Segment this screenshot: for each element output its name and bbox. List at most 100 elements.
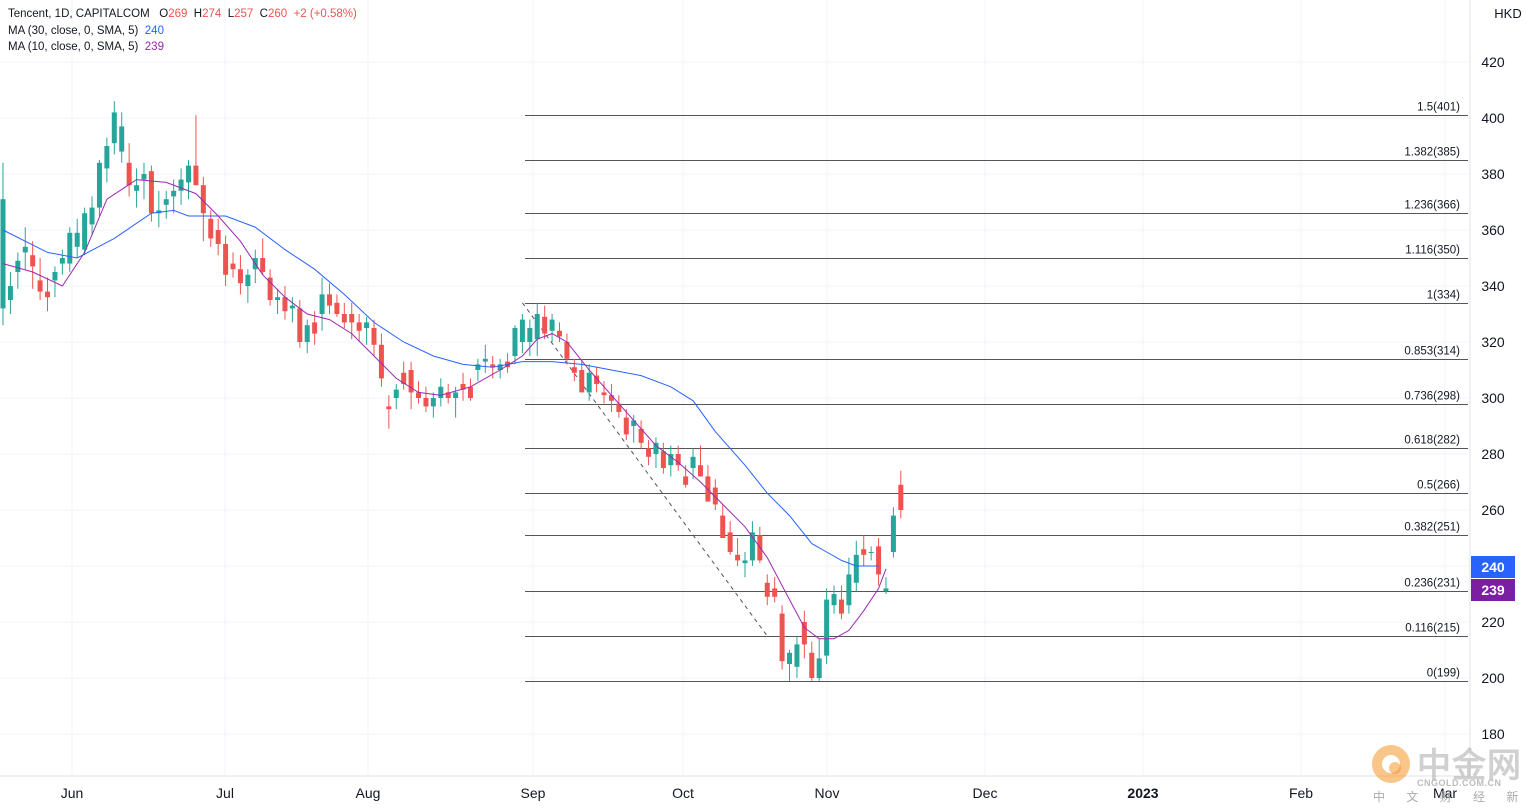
candle-body [45, 291, 51, 298]
trend-line[interactable] [521, 302, 768, 637]
candle-body [586, 372, 592, 393]
legend-ma10-row[interactable]: MA (10, close, 0, SMA, 5) 239 [8, 39, 357, 56]
candle-body [89, 207, 95, 225]
candle-body [430, 398, 436, 407]
fib-level-label: 0.5(266) [1417, 480, 1460, 492]
candle-body [408, 370, 414, 393]
fib-level-label: 1.236(366) [1404, 200, 1460, 212]
price-tag-label: 240 [1481, 559, 1505, 575]
candle [52, 266, 58, 298]
candle-body [809, 652, 815, 678]
candle-body [334, 302, 340, 314]
candle-body [727, 532, 733, 552]
candle [104, 137, 110, 183]
candle-body [74, 232, 80, 247]
candle [134, 168, 140, 208]
candle-body [571, 367, 577, 373]
candle-body [438, 386, 444, 398]
candle [616, 395, 622, 418]
candle-body [749, 532, 755, 561]
candle-body [475, 364, 481, 370]
ma10-value: 239 [144, 41, 164, 53]
candle [282, 286, 288, 320]
candle [401, 361, 407, 390]
candle [467, 378, 473, 401]
y-tick-label: 220 [1481, 614, 1505, 630]
candle-body [838, 599, 844, 614]
candle [312, 311, 318, 345]
candle-body [163, 199, 169, 205]
candle [260, 238, 266, 275]
candle [237, 255, 243, 295]
candle-body [542, 316, 548, 334]
candle [772, 577, 778, 603]
candle-body [660, 451, 666, 468]
x-tick-label: Aug [356, 785, 381, 801]
candle-body [37, 280, 43, 292]
grid [0, 0, 1470, 776]
candle-body [527, 328, 533, 342]
candle-body [237, 269, 243, 284]
candle-body [119, 126, 125, 152]
candle-body [423, 398, 429, 407]
candle [809, 641, 815, 681]
candle [638, 420, 644, 449]
candle [697, 445, 703, 477]
candle [735, 538, 741, 566]
candle [801, 610, 807, 659]
ma30-value: 240 [144, 24, 164, 37]
fib-level-label: 0.382(251) [1404, 522, 1460, 534]
candle [319, 277, 325, 331]
chart-legend: Tencent, 1D, CAPITALCOM O269 H274 L257 C… [8, 6, 357, 56]
price-tag-label: 239 [1481, 582, 1505, 598]
candle-body [267, 277, 273, 300]
candle-body [601, 392, 607, 396]
candle-body [7, 286, 13, 300]
candle [334, 294, 340, 317]
x-tick-label: Nov [815, 785, 840, 801]
candle-body [178, 179, 184, 191]
candle-body [304, 325, 310, 342]
candle-body [282, 297, 288, 312]
candle-body [349, 314, 355, 323]
candle [749, 521, 755, 566]
candle-body [779, 613, 785, 662]
candle-body [200, 185, 206, 214]
candle-body [579, 370, 585, 393]
watermark-url: CNGOLD.COM.CN [1417, 778, 1502, 788]
price-axis[interactable]: HKD 180 200 220 240 260 280 300 320 340 360 380 400… [1469, 0, 1526, 776]
candle [326, 283, 332, 314]
candle-body [223, 244, 229, 275]
x-tick-label: Sep [521, 785, 546, 801]
candle [534, 302, 540, 356]
x-tick-label: 2023 [1127, 785, 1158, 801]
candle [111, 101, 117, 155]
candle [200, 176, 206, 242]
candle [764, 574, 770, 606]
candle [497, 358, 503, 379]
candle [141, 162, 147, 200]
candle [386, 395, 392, 429]
fibonacci-levels[interactable]: 1.5(401) 1.382(385) 1.236(366) 1.116(350) 1(… [525, 102, 1468, 682]
x-tick-label: Dec [973, 785, 998, 801]
fib-level-label: 0.236(231) [1404, 578, 1460, 590]
candle-body [853, 554, 859, 583]
watermark: 中金网 CNGOLD.COM.CN 中 文 财 经 新 媒 体 [1365, 738, 1526, 812]
candle [364, 316, 370, 345]
candle-body [497, 364, 503, 370]
candle-body [557, 330, 562, 337]
fib-level-label: 0.736(298) [1404, 391, 1460, 403]
candle-body [742, 560, 748, 564]
candle-body [104, 146, 110, 169]
candle [341, 302, 347, 328]
candle-body [616, 403, 622, 412]
candle-body [401, 372, 407, 384]
y-tick-label: 320 [1481, 334, 1505, 350]
candle-body [861, 549, 867, 555]
time-axis[interactable]: Jun Jul Aug Sep Oct Nov Dec 2023 Feb Mar [0, 775, 1470, 801]
legend-ma30-row[interactable]: MA (30, close, 0, SMA, 5) 240 [8, 23, 357, 40]
candle-body [416, 392, 422, 398]
candle-body [675, 454, 681, 466]
